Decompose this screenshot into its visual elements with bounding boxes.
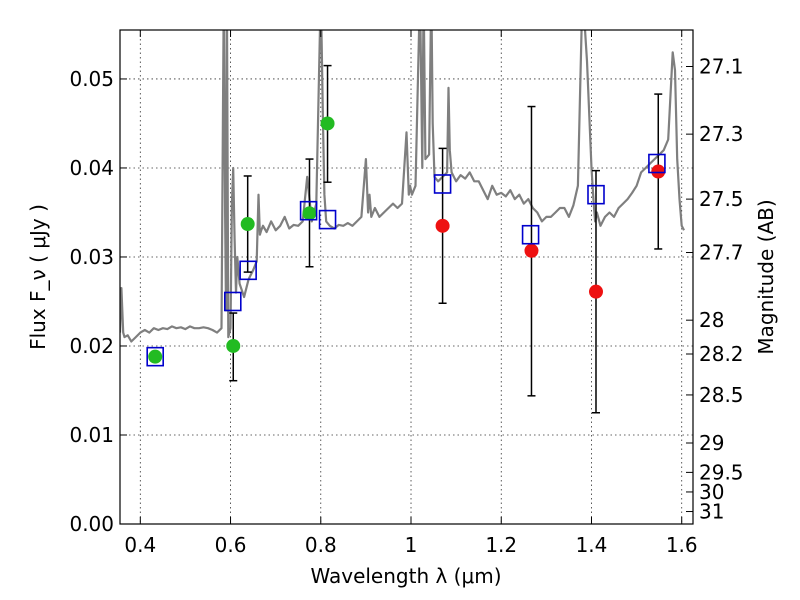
y-axis-left: 0.00 0.01 0.02 0.03 0.04 0.05 xyxy=(69,67,127,536)
circle-marker xyxy=(148,349,163,364)
circle-marker xyxy=(524,243,539,258)
circle-marker xyxy=(320,116,335,131)
x-tick-label: 0.6 xyxy=(215,533,247,557)
plot-frame xyxy=(119,29,694,525)
plot-background xyxy=(120,30,693,524)
y-tick-label: 0.03 xyxy=(69,245,114,269)
circle-marker xyxy=(435,218,450,233)
y-right-tick-label: 28 xyxy=(699,308,724,332)
y-tick-label: 0.00 xyxy=(69,512,114,536)
square-marker xyxy=(146,346,164,367)
y-axis-title: Flux F_ν ( μJy ) xyxy=(26,204,50,350)
y-tick-label: 0.04 xyxy=(69,156,114,180)
y-right-tick-label: 27.1 xyxy=(699,54,744,78)
square-marker xyxy=(521,224,540,245)
circle-marker xyxy=(240,217,255,232)
square-marker xyxy=(239,260,257,281)
square-marker xyxy=(587,184,605,205)
x-axis-title: Wavelength λ (μm) xyxy=(310,564,501,588)
spectrum-line xyxy=(120,30,685,343)
y-right-tick-label: 27.5 xyxy=(699,187,744,211)
circle-marker xyxy=(226,338,241,353)
y-right-tick-label: 28.5 xyxy=(699,383,744,407)
y-right-tick-label: 31 xyxy=(699,500,724,524)
y-right-tick-label: 29 xyxy=(699,431,724,455)
x-tick-label: 0.4 xyxy=(124,533,156,557)
square-marker xyxy=(318,209,337,230)
x-tick-label: 1.6 xyxy=(666,533,698,557)
grid xyxy=(120,30,693,525)
y-right-tick-label: 28.2 xyxy=(699,342,744,366)
y-right-tick-label: 27.3 xyxy=(699,122,744,146)
circle-marker xyxy=(302,206,317,221)
y-axis-right-title: Magnitude (AB) xyxy=(754,199,778,354)
y-tick-label: 0.01 xyxy=(69,423,114,447)
y-right-tick-label: 29.5 xyxy=(699,460,744,484)
x-tick-label: 1 xyxy=(405,533,418,557)
circle-marker xyxy=(588,284,603,299)
y-right-tick-label: 30 xyxy=(699,480,724,504)
x-tick-label: 0.8 xyxy=(305,533,337,557)
data-markers xyxy=(146,116,666,367)
x-axis: 0.4 0.6 0.8 1 1.2 1.4 1.6 xyxy=(124,30,698,557)
square-marker xyxy=(299,200,318,221)
y-tick-label: 0.02 xyxy=(69,334,114,358)
model-spectrum xyxy=(120,30,685,343)
x-tick-label: 1.2 xyxy=(485,533,517,557)
x-tick-label: 1.4 xyxy=(576,533,608,557)
y-tick-label: 0.05 xyxy=(69,67,114,91)
y-right-tick-label: 27.7 xyxy=(699,241,744,265)
circle-marker xyxy=(651,164,666,179)
square-marker xyxy=(223,291,242,312)
square-marker xyxy=(648,153,666,174)
square-marker xyxy=(433,174,452,194)
